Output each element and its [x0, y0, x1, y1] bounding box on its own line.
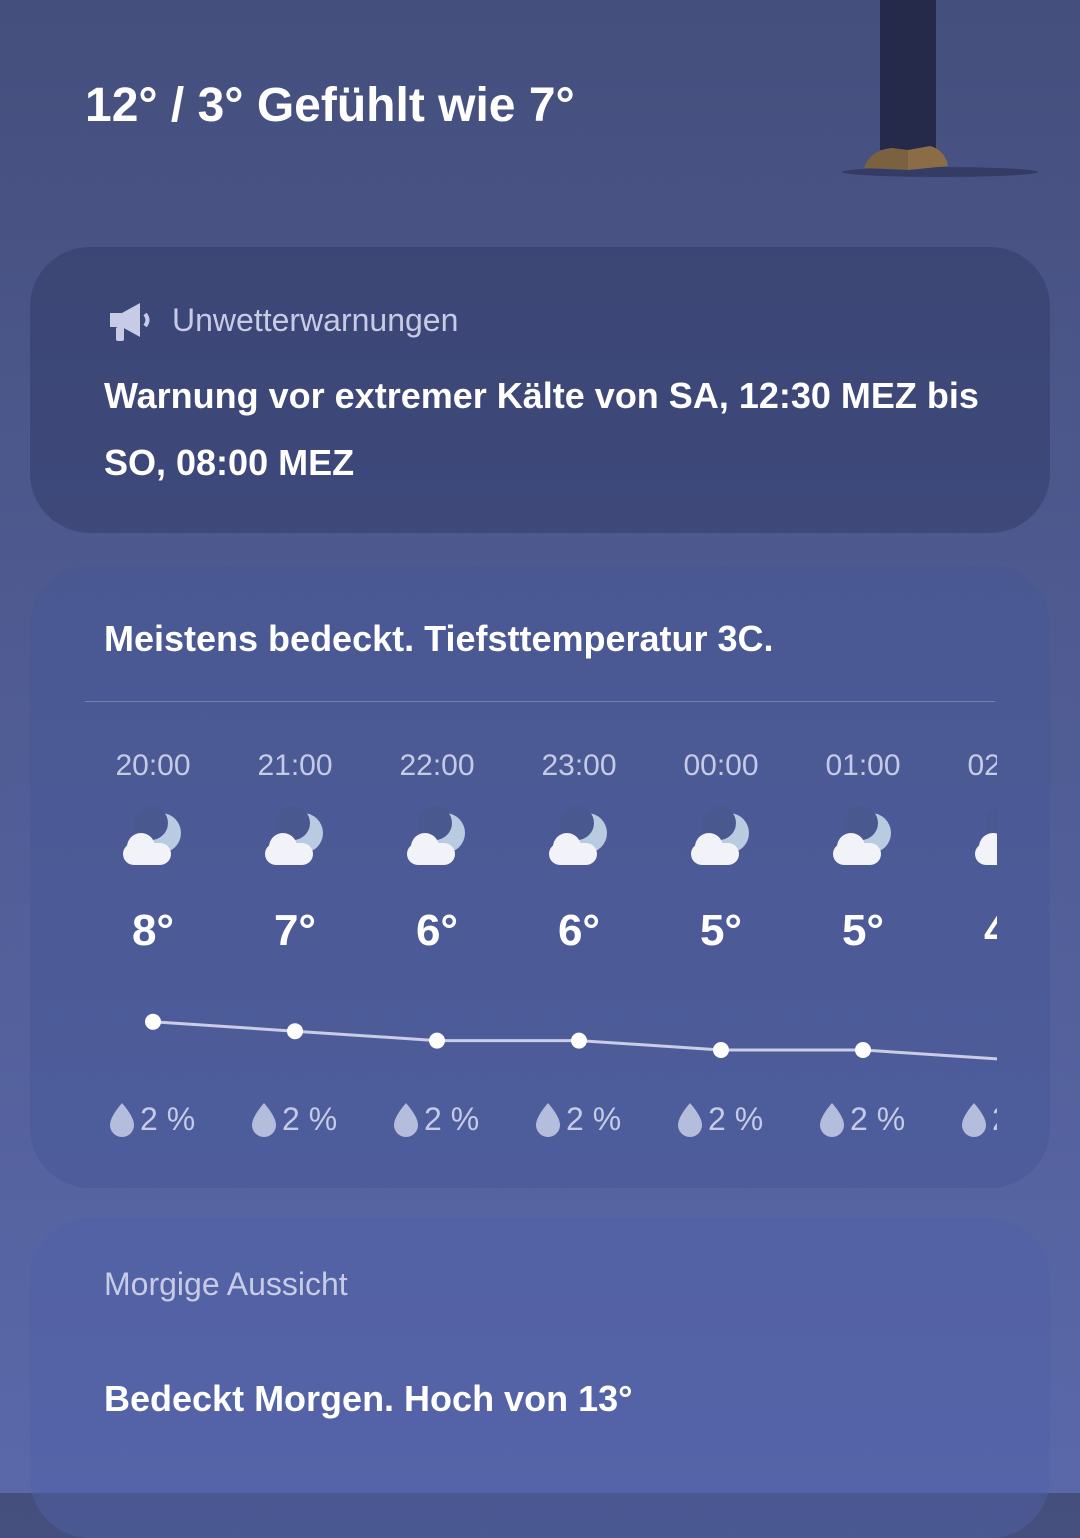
temp-dot — [713, 1042, 729, 1058]
megaphone-icon — [110, 303, 150, 341]
figure-illustration — [842, 0, 1038, 177]
cloud-puff — [127, 833, 155, 861]
moon-cut — [276, 806, 310, 840]
forecast-title: Meistens bedeckt. Tiefsttemperatur 3C. — [104, 618, 774, 659]
hour-precip: 2 % — [708, 1101, 763, 1137]
temp-dot — [145, 1013, 161, 1030]
drop-icon — [110, 1103, 134, 1137]
hour-time: 20:00 — [115, 749, 190, 782]
alert-text: Warnung vor extremer Kälte von SA, 12:30… — [104, 375, 979, 483]
divider — [85, 701, 995, 702]
hour-time: 02:00 — [967, 749, 1042, 782]
outlook-text: Bedeckt Morgen. Hoch von 13° — [104, 1378, 633, 1419]
temperature-summary: 12° / 3° Gefühlt wie 7° — [85, 79, 575, 132]
forecast-card: Meistens bedeckt. Tiefsttemperatur 3C. 2… — [30, 565, 1050, 1188]
hour-temp: 4° — [984, 906, 1026, 955]
hour-time: 23:00 — [541, 749, 616, 782]
cloud-puff — [269, 833, 297, 861]
hour-precip: 2 % — [850, 1101, 905, 1137]
moon-icon — [993, 821, 997, 845]
hour-temp: 6° — [558, 906, 600, 955]
moon-cut — [986, 807, 997, 839]
moon-cut — [418, 806, 452, 840]
outlook-card: Morgige Aussicht Bedeckt Morgen. Hoch vo… — [30, 1218, 1050, 1538]
hour-temp: 7° — [274, 906, 316, 955]
temp-dot — [287, 1023, 303, 1040]
cloud-puff — [695, 833, 723, 861]
outlook-label: Morgige Aussicht — [104, 1266, 348, 1302]
hourly-forecast: 20:00 8° 2 % 21:00 7° 2 % 22:00 6° 2 % 23:00 6° 2 %… — [110, 749, 1047, 1137]
drop-icon — [394, 1103, 418, 1137]
hour-time: 21:00 — [257, 749, 332, 782]
moon-cut — [560, 806, 594, 840]
hour-time: 00:00 — [683, 749, 758, 782]
drop-icon — [252, 1103, 276, 1137]
alert-card[interactable]: Unwetterwarnungen Warnung vor extremer K… — [30, 247, 1050, 533]
hour-precip: 2 % — [566, 1101, 621, 1137]
cloud-puff — [553, 833, 581, 861]
alert-label: Unwetterwarnungen — [172, 302, 459, 338]
hour-temp: 6° — [416, 906, 458, 955]
moon-cut — [702, 806, 736, 840]
cloud-puff — [837, 833, 865, 861]
hour-time: 01:00 — [825, 749, 900, 782]
hour-temp: 5° — [700, 906, 742, 955]
hour-temp: 5° — [842, 906, 884, 955]
temp-dot — [571, 1032, 587, 1049]
moon-cut — [844, 806, 878, 840]
hour-precip: 2 % — [992, 1101, 1047, 1137]
hour-temp: 8° — [132, 906, 174, 955]
hour-precip: 2 % — [140, 1101, 195, 1137]
drop-icon — [678, 1103, 702, 1137]
temp-dot — [429, 1032, 445, 1049]
drop-icon — [962, 1103, 986, 1137]
hour-precip: 2 % — [424, 1101, 479, 1137]
hour-precip: 2 % — [282, 1101, 337, 1137]
cloud-puff — [979, 833, 997, 861]
drop-icon — [820, 1103, 844, 1137]
cloud-puff — [411, 833, 439, 861]
moon-cut — [134, 806, 168, 840]
drop-icon — [536, 1103, 560, 1137]
temp-dot — [997, 1051, 1013, 1067]
hour-time: 22:00 — [399, 749, 474, 782]
temp-dot — [855, 1042, 871, 1058]
